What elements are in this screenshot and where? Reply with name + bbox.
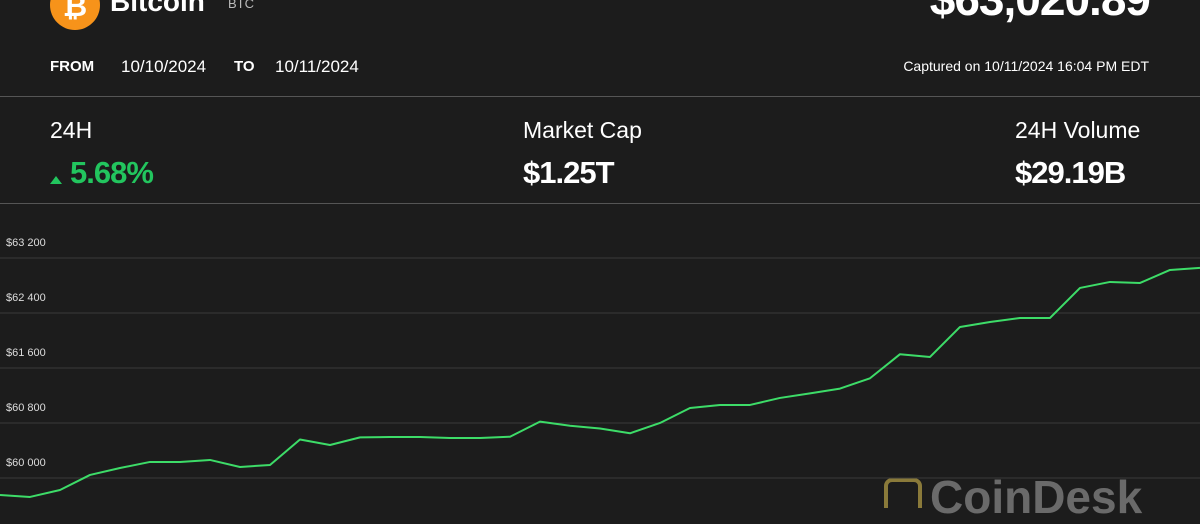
y-tick-label: $63 200	[6, 237, 46, 249]
stat-value: 5.68%	[70, 155, 154, 190]
price-line	[0, 266, 1200, 498]
chart: $60 000 $60 800 $61 600 $62 400 $63 200	[0, 237, 1200, 498]
stat-label: 24H Volume	[1015, 117, 1141, 143]
to-label: TO	[234, 58, 255, 75]
y-tick-label: $62 400	[6, 292, 46, 304]
stat-label: Market Cap	[523, 117, 642, 143]
y-tick-label: $60 000	[6, 457, 46, 469]
price: $63,020.89	[930, 0, 1151, 26]
coin-symbol: BTC	[228, 0, 254, 11]
divider	[0, 96, 1200, 97]
from-label: FROM	[50, 58, 95, 75]
up-caret	[50, 176, 62, 184]
y-tick-label: $60 800	[6, 402, 46, 414]
y-tick-label: $61 600	[6, 347, 46, 359]
btc-icon: ₿	[50, 0, 100, 30]
divider	[0, 203, 1200, 204]
from-date: 10/10/2024	[121, 57, 207, 76]
captured: Captured on 10/11/2024 16:04 PM EDT	[903, 58, 1149, 74]
svg-text:₿: ₿	[63, 0, 87, 23]
watermark-logo	[884, 478, 922, 508]
to-date: 10/11/2024	[275, 57, 359, 76]
stat-value: $1.25T	[523, 155, 615, 190]
stat-value: $29.19B	[1015, 155, 1126, 190]
stat-label: 24H	[50, 117, 93, 143]
coin-name: Bitcoin	[110, 0, 205, 17]
